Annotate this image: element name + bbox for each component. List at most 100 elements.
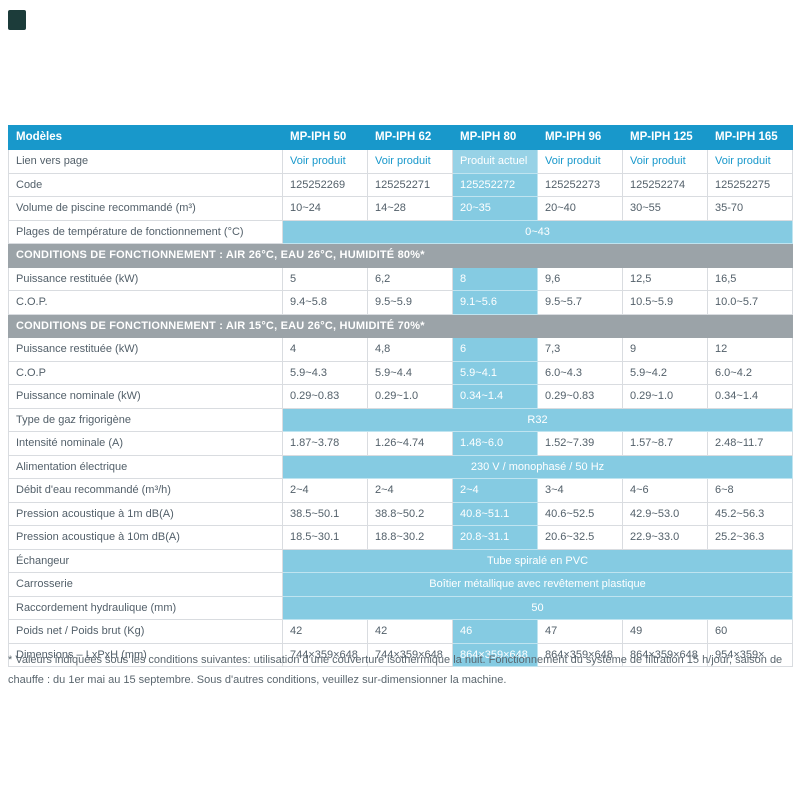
page-logo-mark [8, 10, 26, 30]
table-row: Carrosserie Boîtier métallique avec revêt… [8, 572, 793, 597]
value-cell: 4,8 [367, 337, 453, 362]
product-link[interactable]: Voir produit [545, 155, 601, 168]
row-label: Code [8, 172, 283, 197]
value-cell: 12 [707, 337, 793, 362]
table-row: Dimensions – LxPxH (mm) 744×359×648 744×35… [8, 642, 793, 667]
product-link-cell: Voir produit [707, 149, 793, 174]
model-header-mp-iph-96: MP-IPH 96 [537, 125, 623, 150]
row-label: Lien vers page [8, 149, 283, 174]
table-row: Raccordement hydraulique (mm) 50 [8, 595, 793, 620]
value-cell: 20.8~31.1 [452, 525, 538, 550]
table-row: Type de gaz frigorigène R32 [8, 407, 793, 432]
section-row: CONDITIONS DE FONCTIONNEMENT : AIR 26°C,… [8, 243, 793, 268]
value-cell: 0.29~0.83 [537, 384, 623, 409]
value-cell: 5.9~4.2 [622, 360, 708, 385]
value-cell: 2~4 [452, 478, 538, 503]
value-cell: 9.4~5.8 [282, 290, 368, 315]
row-label: Dimensions – LxPxH (mm) [8, 642, 283, 667]
current-product-cell: Produit actuel [452, 149, 538, 174]
value-cell: 5.9~4.4 [367, 360, 453, 385]
table-row: Lien vers page Voir produit Voir produit Pr… [8, 149, 793, 174]
value-cell: 954×359× [707, 642, 793, 667]
row-label: Pression acoustique à 1m dB(A) [8, 501, 283, 526]
value-cell: 2.48~11.7 [707, 431, 793, 456]
value-cell: 38.5~50.1 [282, 501, 368, 526]
value-cell: 10~24 [282, 196, 368, 221]
value-cell: 18.8~30.2 [367, 525, 453, 550]
model-header-mp-iph-62: MP-IPH 62 [367, 125, 453, 150]
row-label: Poids net / Poids brut (Kg) [8, 619, 283, 644]
product-link-cell: Voir produit [537, 149, 623, 174]
value-cell: 4 [282, 337, 368, 362]
value-cell: 6.0~4.3 [537, 360, 623, 385]
value-cell: 60 [707, 619, 793, 644]
value-cell: 4~6 [622, 478, 708, 503]
value-cell: 42.9~53.0 [622, 501, 708, 526]
value-cell: 9.1~5.6 [452, 290, 538, 315]
table-row: Échangeur Tube spiralé en PVC [8, 548, 793, 573]
value-cell: 20~40 [537, 196, 623, 221]
value-cell: 46 [452, 619, 538, 644]
value-cell: 45.2~56.3 [707, 501, 793, 526]
value-cell: 8 [452, 266, 538, 291]
product-link[interactable]: Voir produit [715, 155, 771, 168]
models-header-cell: Modèles [8, 125, 283, 150]
table-row: Puissance restituée (kW) 4 4,8 6 7,3 9 12 [8, 337, 793, 362]
value-cell: 1.52~7.39 [537, 431, 623, 456]
row-label: Pression acoustique à 10m dB(A) [8, 525, 283, 550]
span-value-cell: R32 [282, 407, 793, 432]
row-label: Raccordement hydraulique (mm) [8, 595, 283, 620]
value-cell: 42 [282, 619, 368, 644]
row-label: Volume de piscine recommandé (m³) [8, 196, 283, 221]
product-link[interactable]: Voir produit [630, 155, 686, 168]
value-cell: 25.2~36.3 [707, 525, 793, 550]
value-cell: 864×359×648 [452, 642, 538, 667]
value-cell: 10.5~5.9 [622, 290, 708, 315]
value-cell: 10.0~5.7 [707, 290, 793, 315]
value-cell: 49 [622, 619, 708, 644]
product-link[interactable]: Voir produit [375, 155, 431, 168]
row-label: Carrosserie [8, 572, 283, 597]
section-label: CONDITIONS DE FONCTIONNEMENT : AIR 26°C,… [8, 243, 793, 268]
table-row: Pression acoustique à 1m dB(A) 38.5~50.1 3… [8, 501, 793, 526]
model-header-mp-iph-165: MP-IPH 165 [707, 125, 793, 150]
model-header-mp-iph-50: MP-IPH 50 [282, 125, 368, 150]
value-cell: 125252274 [622, 172, 708, 197]
span-value-cell: 50 [282, 595, 793, 620]
value-cell: 40.8~51.1 [452, 501, 538, 526]
table-row: Plages de température de fonctionnement … [8, 219, 793, 244]
model-header-mp-iph-125: MP-IPH 125 [622, 125, 708, 150]
value-cell: 125252269 [282, 172, 368, 197]
value-cell: 125252272 [452, 172, 538, 197]
row-label: Puissance restituée (kW) [8, 266, 283, 291]
value-cell: 47 [537, 619, 623, 644]
row-label: C.O.P [8, 360, 283, 385]
model-header-mp-iph-80: MP-IPH 80 [452, 125, 538, 150]
section-label: CONDITIONS DE FONCTIONNEMENT : AIR 15°C,… [8, 313, 793, 338]
value-cell: 2~4 [367, 478, 453, 503]
value-cell: 9.5~5.7 [537, 290, 623, 315]
value-cell: 1.48~6.0 [452, 431, 538, 456]
value-cell: 125252271 [367, 172, 453, 197]
value-cell: 1.26~4.74 [367, 431, 453, 456]
value-cell: 0.34~1.4 [452, 384, 538, 409]
table-row: C.O.P. 9.4~5.8 9.5~5.9 9.1~5.6 9.5~5.7 10.5~5… [8, 290, 793, 315]
table-row: Alimentation électrique 230 V / monophasé… [8, 454, 793, 479]
value-cell: 0.29~1.0 [622, 384, 708, 409]
row-label: Plages de température de fonctionnement … [8, 219, 283, 244]
table-row: Puissance restituée (kW) 5 6,2 8 9,6 12,5 16,5 [8, 266, 793, 291]
span-value-cell: Tube spiralé en PVC [282, 548, 793, 573]
value-cell: 5.9~4.3 [282, 360, 368, 385]
span-value-cell: Boîtier métallique avec revêtement plast… [282, 572, 793, 597]
table-row: Puissance nominale (kW) 0.29~0.83 0.29~1.0… [8, 384, 793, 409]
value-cell: 12,5 [622, 266, 708, 291]
product-link[interactable]: Voir produit [290, 155, 346, 168]
row-label: Alimentation électrique [8, 454, 283, 479]
span-value-cell: 0~43 [282, 219, 793, 244]
value-cell: 0.29~1.0 [367, 384, 453, 409]
value-cell: 6,2 [367, 266, 453, 291]
value-cell: 744×359×648 [367, 642, 453, 667]
table-row: Code 125252269 125252271 125252272 125252273… [8, 172, 793, 197]
section-row: CONDITIONS DE FONCTIONNEMENT : AIR 15°C,… [8, 313, 793, 338]
table-row: C.O.P 5.9~4.3 5.9~4.4 5.9~4.1 6.0~4.3 5.9~4.2… [8, 360, 793, 385]
